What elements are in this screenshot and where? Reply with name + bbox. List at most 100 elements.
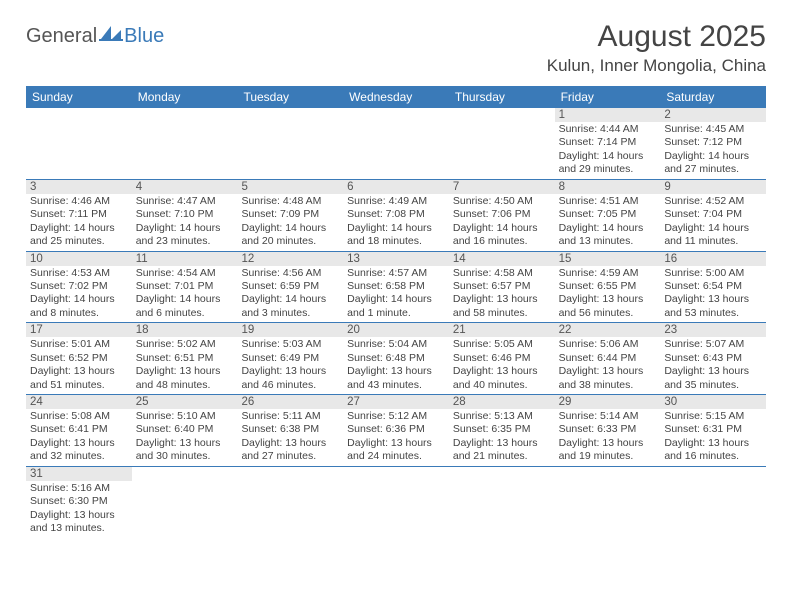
calendar-day-cell [132,108,238,179]
day-ss: Sunset: 6:30 PM [30,495,128,508]
day-ss: Sunset: 6:44 PM [559,352,657,365]
day-dl2: and 29 minutes. [559,163,657,176]
day-ss: Sunset: 6:36 PM [347,423,445,436]
day-sr: Sunrise: 5:08 AM [30,410,128,423]
day-detail: Sunrise: 4:57 AMSunset: 6:58 PMDaylight:… [343,266,449,323]
day-sr: Sunrise: 4:46 AM [30,195,128,208]
day-number: 21 [449,323,555,337]
day-sr: Sunrise: 4:51 AM [559,195,657,208]
empty-day [237,108,343,124]
empty-day [449,467,555,483]
day-dl1: Daylight: 14 hours [30,222,128,235]
calendar-day-cell: 31Sunrise: 5:16 AMSunset: 6:30 PMDayligh… [26,467,132,538]
logo-text-blue: Blue [124,25,164,48]
calendar-day-cell: 12Sunrise: 4:56 AMSunset: 6:59 PMDayligh… [237,252,343,323]
day-dl2: and 16 minutes. [453,235,551,248]
day-sr: Sunrise: 4:54 AM [136,267,234,280]
day-detail: Sunrise: 4:56 AMSunset: 6:59 PMDaylight:… [237,266,343,323]
empty-day [343,108,449,124]
day-number: 5 [237,180,343,194]
day-detail: Sunrise: 5:10 AMSunset: 6:40 PMDaylight:… [132,409,238,466]
calendar-week-row: 3Sunrise: 4:46 AMSunset: 7:11 PMDaylight… [26,180,766,252]
day-sr: Sunrise: 5:03 AM [241,338,339,351]
day-sr: Sunrise: 5:00 AM [664,267,762,280]
day-number: 15 [555,252,661,266]
day-dl2: and 11 minutes. [664,235,762,248]
day-dl1: Daylight: 13 hours [30,509,128,522]
calendar-week-row: 24Sunrise: 5:08 AMSunset: 6:41 PMDayligh… [26,395,766,467]
day-number: 19 [237,323,343,337]
empty-day [237,467,343,483]
day-ss: Sunset: 6:51 PM [136,352,234,365]
day-sr: Sunrise: 5:07 AM [664,338,762,351]
day-ss: Sunset: 6:35 PM [453,423,551,436]
day-number: 14 [449,252,555,266]
day-dl2: and 58 minutes. [453,307,551,320]
calendar-day-cell [237,467,343,538]
calendar-day-cell [343,108,449,179]
calendar-day-cell: 10Sunrise: 4:53 AMSunset: 7:02 PMDayligh… [26,252,132,323]
day-sr: Sunrise: 5:10 AM [136,410,234,423]
day-dl2: and 23 minutes. [136,235,234,248]
logo-text-general: General [26,25,97,48]
day-dl2: and 21 minutes. [453,450,551,463]
day-dl1: Daylight: 13 hours [664,293,762,306]
day-sr: Sunrise: 4:56 AM [241,267,339,280]
day-dl1: Daylight: 14 hours [664,222,762,235]
day-detail: Sunrise: 5:07 AMSunset: 6:43 PMDaylight:… [660,337,766,394]
day-dl1: Daylight: 14 hours [136,293,234,306]
calendar-day-cell: 17Sunrise: 5:01 AMSunset: 6:52 PMDayligh… [26,323,132,394]
col-header-thursday: Thursday [449,86,555,108]
col-header-tuesday: Tuesday [237,86,343,108]
day-ss: Sunset: 7:08 PM [347,208,445,221]
location-subtitle: Kulun, Inner Mongolia, China [547,56,766,76]
calendar-day-cell: 21Sunrise: 5:05 AMSunset: 6:46 PMDayligh… [449,323,555,394]
day-number: 22 [555,323,661,337]
day-detail: Sunrise: 4:54 AMSunset: 7:01 PMDaylight:… [132,266,238,323]
day-dl2: and 51 minutes. [30,379,128,392]
day-dl1: Daylight: 14 hours [241,222,339,235]
day-number: 7 [449,180,555,194]
day-dl2: and 6 minutes. [136,307,234,320]
day-dl1: Daylight: 14 hours [559,222,657,235]
day-sr: Sunrise: 5:11 AM [241,410,339,423]
day-sr: Sunrise: 4:59 AM [559,267,657,280]
day-ss: Sunset: 6:41 PM [30,423,128,436]
day-detail: Sunrise: 4:51 AMSunset: 7:05 PMDaylight:… [555,194,661,251]
calendar-day-cell: 23Sunrise: 5:07 AMSunset: 6:43 PMDayligh… [660,323,766,394]
calendar-day-cell: 13Sunrise: 4:57 AMSunset: 6:58 PMDayligh… [343,252,449,323]
day-ss: Sunset: 6:38 PM [241,423,339,436]
day-detail: Sunrise: 4:47 AMSunset: 7:10 PMDaylight:… [132,194,238,251]
day-detail: Sunrise: 5:01 AMSunset: 6:52 PMDaylight:… [26,337,132,394]
day-dl2: and 3 minutes. [241,307,339,320]
day-dl1: Daylight: 13 hours [559,437,657,450]
day-ss: Sunset: 6:54 PM [664,280,762,293]
logo: General Blue [26,24,164,48]
day-dl1: Daylight: 13 hours [453,365,551,378]
empty-day [26,108,132,124]
day-ss: Sunset: 7:05 PM [559,208,657,221]
day-dl1: Daylight: 14 hours [453,222,551,235]
day-number: 10 [26,252,132,266]
day-number: 18 [132,323,238,337]
day-detail: Sunrise: 5:08 AMSunset: 6:41 PMDaylight:… [26,409,132,466]
day-ss: Sunset: 7:01 PM [136,280,234,293]
day-sr: Sunrise: 5:06 AM [559,338,657,351]
day-ss: Sunset: 6:55 PM [559,280,657,293]
day-sr: Sunrise: 5:13 AM [453,410,551,423]
calendar-day-cell: 1Sunrise: 4:44 AMSunset: 7:14 PMDaylight… [555,108,661,179]
day-dl1: Daylight: 13 hours [559,365,657,378]
calendar-day-cell [26,108,132,179]
calendar-day-cell: 22Sunrise: 5:06 AMSunset: 6:44 PMDayligh… [555,323,661,394]
calendar-day-cell [132,467,238,538]
day-dl2: and 24 minutes. [347,450,445,463]
day-detail: Sunrise: 5:16 AMSunset: 6:30 PMDaylight:… [26,481,132,538]
day-detail: Sunrise: 4:48 AMSunset: 7:09 PMDaylight:… [237,194,343,251]
day-number: 13 [343,252,449,266]
day-dl1: Daylight: 14 hours [347,293,445,306]
day-detail: Sunrise: 5:03 AMSunset: 6:49 PMDaylight:… [237,337,343,394]
day-ss: Sunset: 7:12 PM [664,136,762,149]
day-number: 23 [660,323,766,337]
day-sr: Sunrise: 5:02 AM [136,338,234,351]
day-dl2: and 13 minutes. [559,235,657,248]
